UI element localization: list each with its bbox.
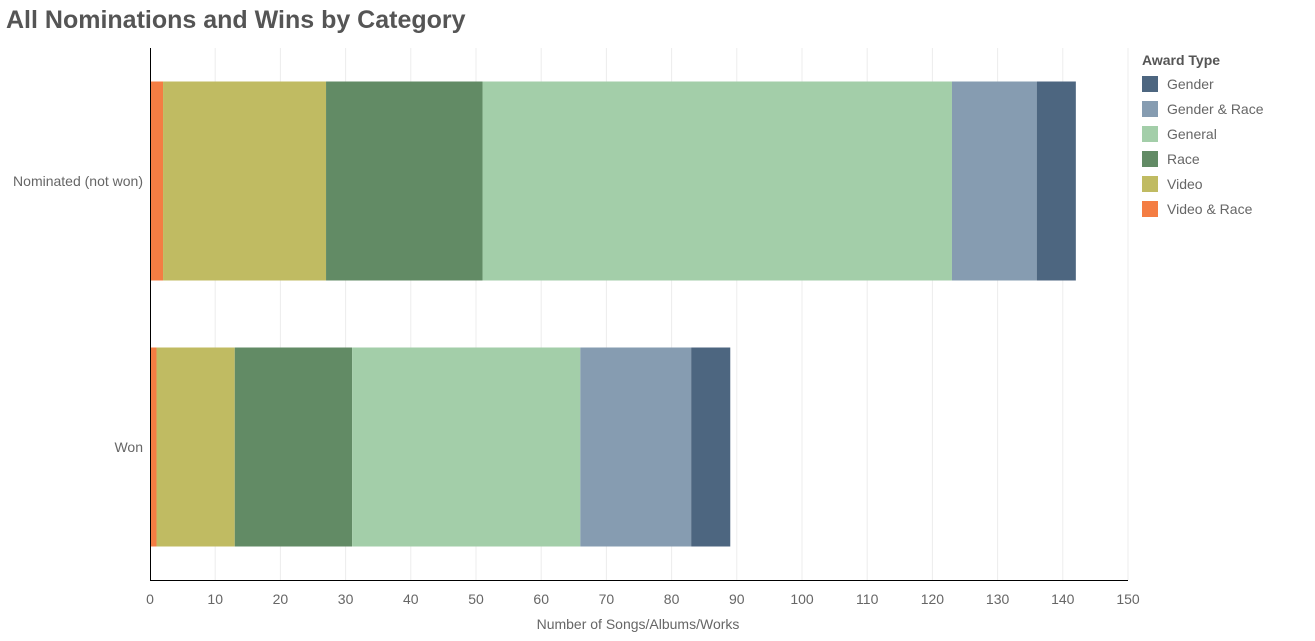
legend-item: Gender & Race: [1142, 96, 1264, 121]
bar-segment: [150, 81, 164, 281]
legend-swatch: [1142, 125, 1158, 142]
bar-segment: [234, 347, 353, 547]
y-category-label: Nominated (not won): [13, 173, 143, 189]
bars: [150, 81, 1076, 547]
bar-segment: [691, 347, 731, 547]
axes: [150, 48, 1128, 581]
x-tick-label: 10: [207, 591, 223, 607]
x-tick-label: 80: [664, 591, 680, 607]
bar-segment: [482, 81, 952, 281]
legend: Award Type Gender Gender & Race General Rac…: [1142, 52, 1264, 221]
legend-swatch: [1142, 100, 1158, 117]
legend-label: Gender: [1167, 75, 1214, 92]
x-tick-label: 120: [921, 591, 945, 607]
x-tick-label: 20: [273, 591, 289, 607]
bar-segment: [326, 81, 483, 281]
legend-item: General: [1142, 121, 1264, 146]
legend-label: Gender & Race: [1167, 100, 1264, 117]
bar-segment: [163, 81, 327, 281]
x-tick-label: 70: [599, 591, 615, 607]
legend-label: Race: [1167, 150, 1200, 167]
x-tick-label: 140: [1051, 591, 1075, 607]
x-tick-label: 90: [729, 591, 745, 607]
chart-title: All Nominations and Wins by Category: [6, 6, 466, 34]
legend-item: Gender: [1142, 71, 1264, 96]
tick-labels: 0 10 20 30 40 50 60 70 80 90 100 110 120 130 140 150 Nom…: [13, 173, 1140, 607]
x-tick-label: 150: [1116, 591, 1140, 607]
legend-swatch: [1142, 150, 1158, 167]
x-tick-label: 100: [790, 591, 814, 607]
legend-label: General: [1167, 125, 1217, 142]
x-tick-label: 40: [403, 591, 419, 607]
legend-item: Video & Race: [1142, 196, 1264, 221]
x-tick-label: 130: [986, 591, 1010, 607]
x-tick-label: 60: [533, 591, 549, 607]
x-tick-label: 0: [146, 591, 154, 607]
bar-segment: [150, 347, 157, 547]
y-category-label: Won: [114, 439, 143, 455]
x-tick-label: 30: [338, 591, 354, 607]
legend-item: Video: [1142, 171, 1264, 196]
legend-title: Award Type: [1142, 52, 1221, 68]
bar-segment: [951, 81, 1037, 281]
x-axis-title: Number of Songs/Albums/Works: [537, 616, 740, 632]
x-tick-label: 110: [856, 591, 879, 607]
legend-swatch: [1142, 175, 1158, 192]
bar-segment: [352, 347, 581, 547]
legend-items: Gender Gender & Race General Race Video Video…: [1142, 71, 1264, 221]
x-tick-label: 50: [468, 591, 484, 607]
legend-label: Video & Race: [1167, 200, 1253, 217]
legend-label: Video: [1167, 175, 1203, 192]
legend-swatch: [1142, 75, 1158, 92]
bar-segment: [580, 347, 692, 547]
bar-segment: [156, 347, 235, 547]
legend-swatch: [1142, 200, 1158, 217]
legend-item: Race: [1142, 146, 1264, 171]
bar-segment: [1036, 81, 1076, 281]
